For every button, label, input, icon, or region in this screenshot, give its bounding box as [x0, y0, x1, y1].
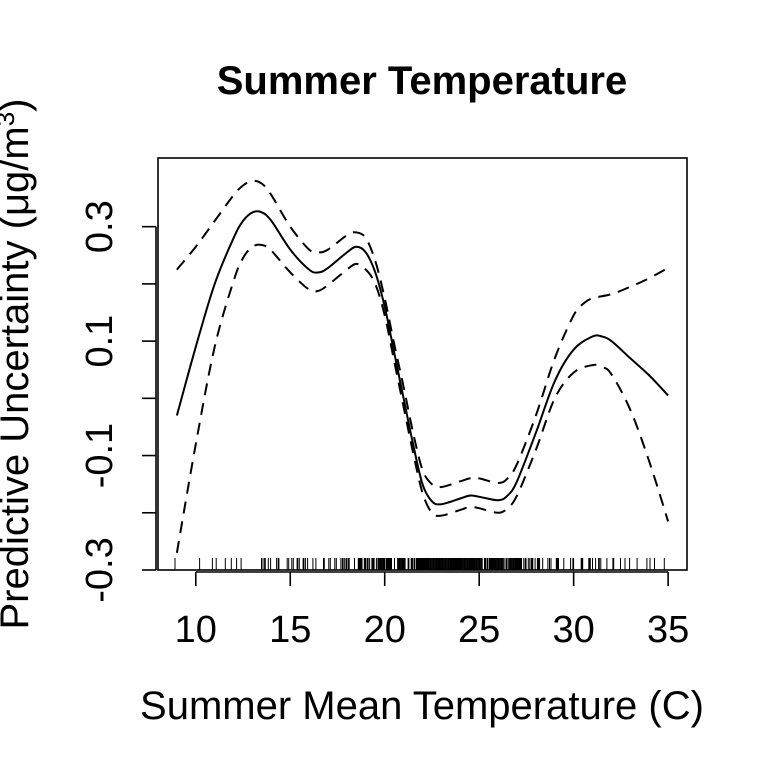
- x-axis: 10 15 20 25 30 35: [175, 571, 689, 651]
- x-tick-label: 25: [458, 609, 500, 651]
- x-tick-label: 20: [364, 609, 406, 651]
- y-axis-label-sup: 3: [0, 112, 20, 126]
- y-tick-label: -0.3: [79, 537, 121, 602]
- y-axis: -0.3 -0.1 0.1 0.3: [79, 200, 157, 603]
- chart-title: Summer Temperature: [217, 59, 628, 103]
- y-tick-label: 0.1: [79, 315, 121, 368]
- series-lower-line: [175, 243, 670, 553]
- y-tick-label: -0.1: [79, 423, 121, 488]
- y-axis-label-unit: g/m: [0, 126, 37, 193]
- rug-marks: [174, 558, 665, 570]
- x-tick-label: 15: [269, 609, 311, 651]
- y-axis-label: Predictive Uncertainty (μg/m3): [0, 98, 37, 629]
- x-axis-label: Summer Mean Temperature (C): [140, 684, 704, 728]
- x-tick-label: 35: [647, 609, 689, 651]
- x-tick-label: 30: [553, 609, 595, 651]
- y-axis-label-mu: μ: [0, 193, 37, 216]
- series-upper-line: [176, 179, 669, 489]
- series-fit-line: [175, 210, 669, 506]
- x-tick-label: 10: [175, 609, 217, 651]
- series-layer: [175, 179, 670, 553]
- plot-frame: [157, 157, 688, 571]
- y-axis-label-suffix: ): [0, 98, 37, 111]
- y-tick-label: 0.3: [79, 200, 121, 253]
- y-axis-label-prefix: Predictive Uncertainty (: [0, 215, 37, 629]
